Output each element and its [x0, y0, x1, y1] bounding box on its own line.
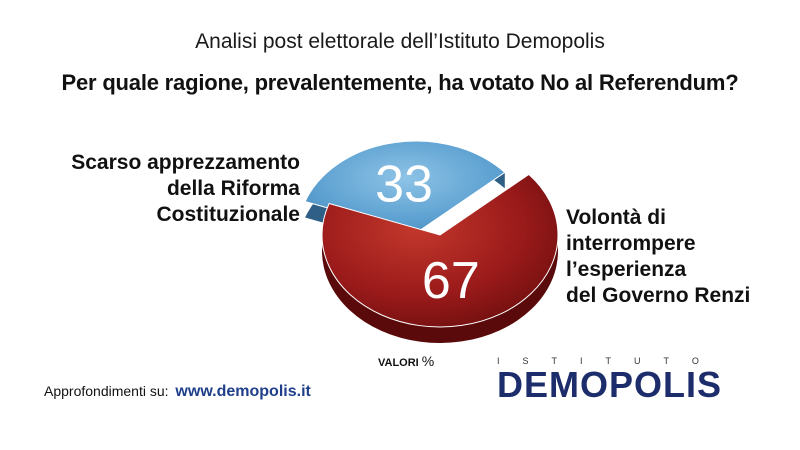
footer-prefix: Approfondimenti su:: [44, 383, 169, 399]
logo-top-text: ISTITUTO: [497, 356, 722, 366]
pie-chart: 33 67: [304, 140, 559, 343]
slice-label-line: Scarso apprezzamento: [71, 151, 300, 174]
values-label: VALORI: [378, 357, 419, 369]
footer-link[interactable]: www.demopolis.it: [175, 383, 311, 400]
values-unit-label: VALORI%: [378, 353, 434, 369]
slice-label-volonta: Volontà di interrompere l’esperienza del…: [566, 205, 796, 309]
footer: Approfondimenti su: www.demopolis.it: [44, 383, 311, 401]
pie-slice: [304, 140, 506, 234]
slice-label-line: interrompere: [566, 232, 696, 255]
pie-value-label: 33: [375, 155, 433, 213]
logo-main-text: DEMOPOLIS: [497, 364, 723, 405]
percent-symbol: %: [421, 353, 435, 369]
slice-label-scarso: Scarso apprezzamento della Riforma Costi…: [0, 150, 300, 228]
demopolis-logo: ISTITUTO DEMOPOLIS: [497, 356, 759, 406]
slice-label-line: del Governo Renzi: [566, 284, 751, 307]
chart-title: Per quale ragione, prevalentemente, ha v…: [61, 70, 739, 95]
slice-label-line: l’esperienza: [566, 258, 687, 281]
slice-label-line: Costituzionale: [156, 203, 300, 226]
slice-label-line: Volontà di: [566, 206, 666, 229]
pie-value-label: 67: [422, 252, 480, 310]
pie-slice: [321, 173, 559, 328]
chart-subtitle: Analisi post elettorale dell’Istituto De…: [195, 30, 605, 53]
slice-label-line: della Riforma: [166, 177, 300, 200]
